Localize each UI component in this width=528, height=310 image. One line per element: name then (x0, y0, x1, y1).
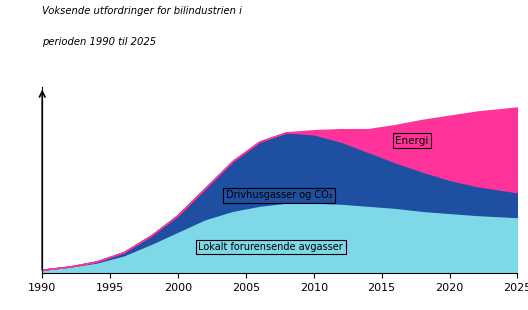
Text: perioden 1990 til 2025: perioden 1990 til 2025 (42, 37, 156, 47)
Text: Lokalt forurensende avgasser: Lokalt forurensende avgasser (199, 242, 343, 252)
Text: Voksende utfordringer for bilindustrien i: Voksende utfordringer for bilindustrien … (42, 6, 242, 16)
Text: Energi: Energi (395, 135, 429, 145)
Text: Drivhusgasser og CO₂: Drivhusgasser og CO₂ (225, 190, 332, 200)
